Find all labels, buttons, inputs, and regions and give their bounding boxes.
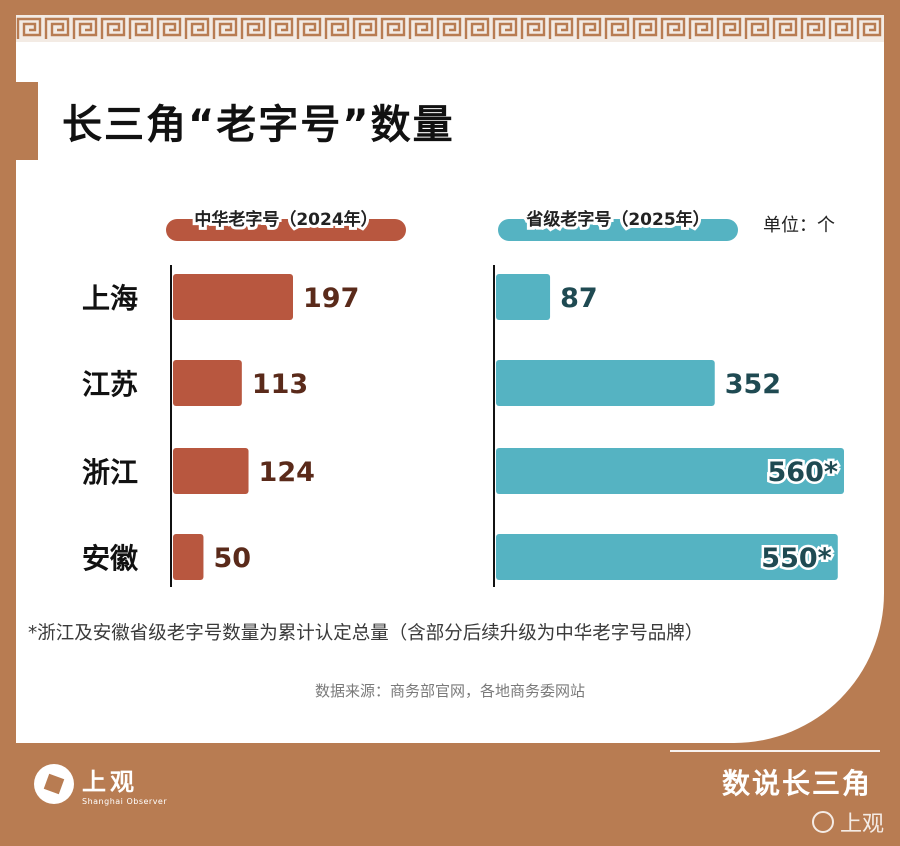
legend-label-1: 省级老字号（2025年） (525, 209, 709, 230)
shutter-logo-icon (34, 764, 74, 804)
decorative-pattern-band (16, 15, 884, 42)
legend-pill-0 (166, 219, 406, 241)
footnote: *浙江及安徽省级老字号数量为累计认定总量（含部分后续升级为中华老字号品牌） (28, 623, 704, 644)
series-divider (670, 750, 880, 752)
brand-name: 上观 (82, 768, 138, 796)
category-label-0: 上海 (82, 282, 138, 315)
data-label-0-2: 124 (259, 457, 315, 488)
category-label-1: 江苏 (82, 368, 138, 401)
watermark-text: 上观 (839, 812, 884, 837)
bar-0-3 (173, 534, 204, 580)
bar-1-2 (496, 448, 844, 494)
watermark-logo-icon (811, 811, 834, 833)
bar-1-1 (496, 360, 715, 406)
watermark: 上观 (811, 806, 884, 838)
data-label-1-2: 560* (768, 457, 838, 488)
brand-subtitle: Shanghai Observer (82, 797, 168, 806)
data-label-0-3: 50 (213, 543, 251, 574)
title-accent-bar (16, 82, 38, 160)
chart-title: 长三角“老字号”数量 (62, 102, 455, 148)
bar-0-1 (173, 360, 242, 406)
category-label-3: 安徽 (82, 542, 139, 575)
legend-pill-1 (498, 219, 738, 241)
category-label-2: 浙江 (82, 456, 138, 489)
data-label-0-0: 197 (303, 283, 359, 314)
bar-1-3 (496, 534, 838, 580)
series-tag: 数说长三角 (721, 767, 872, 800)
source-line: 数据来源：商务部官网，各地商务委网站 (314, 682, 585, 700)
data-label-1-1: 352 (725, 369, 781, 400)
brand-logo: 上观 Shanghai Observer (34, 762, 167, 806)
data-label-1-0: 87 (560, 283, 598, 314)
legend-label-0: 中华老字号（2024年） (194, 209, 377, 230)
title-block: 长三角“老字号”数量 (16, 77, 455, 165)
bar-1-0 (496, 274, 551, 320)
bar-0-0 (173, 274, 293, 320)
data-label-0-1: 113 (252, 369, 308, 400)
chart-card: 长三角“老字号”数量 单位：个 上海江苏浙江安徽 中华老字号（2024年） 197 1… (16, 15, 884, 743)
data-label-1-3: 550* (761, 543, 831, 574)
bar-0-2 (173, 448, 249, 494)
unit-label: 单位：个 (763, 215, 835, 236)
